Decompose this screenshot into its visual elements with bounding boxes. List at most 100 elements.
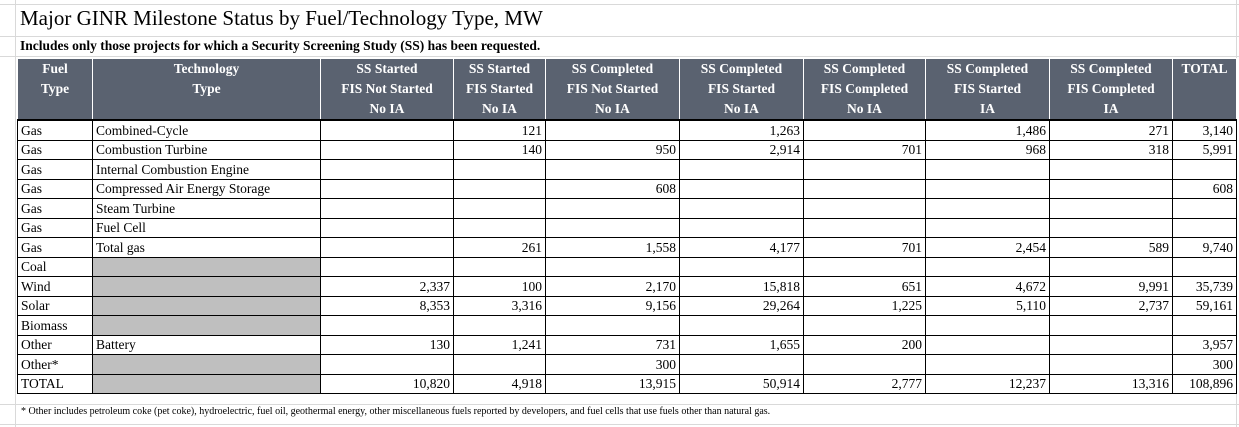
column-header-line: No IA (724, 101, 759, 116)
column-header-line: Type (40, 81, 70, 96)
value-cell (320, 178, 454, 199)
value-cell: 608 (545, 178, 680, 199)
value-cell (803, 354, 926, 375)
value-cell (1049, 256, 1173, 277)
table-row: Other* 300 300 (17, 354, 1237, 375)
column-header-line: SS Completed (823, 61, 906, 76)
value-cell (545, 315, 680, 336)
value-cell (320, 315, 454, 336)
value-cell (545, 119, 680, 141)
column-header-line: IA (1103, 101, 1119, 116)
column-header-line: FIS Completed (820, 81, 909, 96)
value-cell: 1,655 (679, 334, 804, 355)
column-header-line: Technology (173, 61, 240, 76)
value-cell: 108,896 (1172, 373, 1237, 394)
value-cell (453, 217, 546, 238)
value-cell (1049, 159, 1173, 180)
value-cell (320, 159, 454, 180)
technology-type-cell: Internal Combustion Engine (92, 159, 321, 180)
fuel-type-cell: Coal (17, 256, 93, 277)
column-header: SS Started FIS Not Started No IA (320, 58, 454, 121)
value-cell: 300 (1172, 354, 1237, 375)
value-cell (545, 217, 680, 238)
value-cell (925, 198, 1050, 219)
value-cell: 59,161 (1172, 295, 1237, 316)
value-cell (1172, 198, 1237, 219)
value-cell (803, 159, 926, 180)
value-cell (545, 159, 680, 180)
column-header-line: No IA (482, 101, 517, 116)
column-header-line: FIS Started (465, 81, 534, 96)
column-header: SS Completed FIS Completed No IA (803, 58, 926, 121)
value-cell: 2,170 (545, 276, 680, 297)
value-cell (803, 198, 926, 219)
value-cell (1049, 354, 1173, 375)
column-header: SS Completed FIS Started IA (925, 58, 1050, 121)
technology-type-cell (92, 373, 321, 394)
table-row: Other Battery 130 1,241 731 1,655 200 3,957 (17, 334, 1237, 355)
value-cell: 731 (545, 334, 680, 355)
table-row: Gas Combustion Turbine 140 950 2,914 701 968 31… (17, 139, 1237, 160)
fuel-type-cell: Wind (17, 276, 93, 297)
value-cell (679, 198, 804, 219)
technology-type-cell (92, 354, 321, 375)
value-cell: 3,957 (1172, 334, 1237, 355)
value-cell (925, 256, 1050, 277)
value-cell: 261 (453, 237, 546, 258)
value-cell: 4,672 (925, 276, 1050, 297)
value-cell (925, 217, 1050, 238)
value-cell (925, 334, 1050, 355)
technology-type-cell: Battery (92, 334, 321, 355)
value-cell: 29,264 (679, 295, 804, 316)
fuel-type-cell: TOTAL (17, 373, 93, 394)
technology-type-cell (92, 315, 321, 336)
value-cell: 13,316 (1049, 373, 1173, 394)
value-cell: 318 (1049, 139, 1173, 160)
value-cell: 1,558 (545, 237, 680, 258)
value-cell: 2,737 (1049, 295, 1173, 316)
table-row: Coal (17, 256, 1237, 277)
value-cell (545, 256, 680, 277)
table-body: Gas Combined-Cycle 121 1,263 1,486 271 3,140 Ga… (17, 119, 1237, 394)
technology-type-cell (92, 295, 321, 316)
column-header-line: FIS Not Started (566, 81, 659, 96)
value-cell: 3,316 (453, 295, 546, 316)
value-cell: 9,740 (1172, 237, 1237, 258)
value-cell (679, 159, 804, 180)
fuel-type-cell: Other (17, 334, 93, 355)
value-cell: 701 (803, 139, 926, 160)
value-cell (320, 256, 454, 277)
value-cell (803, 178, 926, 199)
value-cell (803, 217, 926, 238)
column-header-line: Type (192, 81, 221, 96)
value-cell (679, 256, 804, 277)
value-cell: 5,991 (1172, 139, 1237, 160)
technology-type-cell: Combined-Cycle (92, 119, 321, 141)
value-cell (320, 354, 454, 375)
value-cell: 701 (803, 237, 926, 258)
table-row: Gas Fuel Cell (17, 217, 1237, 238)
value-cell: 4,918 (453, 373, 546, 394)
value-cell: 300 (545, 354, 680, 375)
value-cell: 2,914 (679, 139, 804, 160)
value-cell (679, 315, 804, 336)
value-cell (1172, 315, 1237, 336)
value-cell (453, 354, 546, 375)
value-cell (679, 178, 804, 199)
value-cell: 5,110 (925, 295, 1050, 316)
column-header-line: No IA (847, 101, 882, 116)
column-header: SS Completed FIS Not Started No IA (545, 58, 680, 121)
column-header-line: No IA (595, 101, 630, 116)
value-cell (1049, 178, 1173, 199)
fuel-type-cell: Gas (17, 159, 93, 180)
column-header: Fuel Type (17, 58, 93, 121)
value-cell (1172, 159, 1237, 180)
value-cell (679, 217, 804, 238)
technology-type-cell (92, 256, 321, 277)
table-row: Gas Internal Combustion Engine (17, 159, 1237, 180)
table-row: Gas Steam Turbine (17, 198, 1237, 219)
value-cell: 35,739 (1172, 276, 1237, 297)
value-cell (1049, 198, 1173, 219)
value-cell: 12,237 (925, 373, 1050, 394)
value-cell: 1,225 (803, 295, 926, 316)
